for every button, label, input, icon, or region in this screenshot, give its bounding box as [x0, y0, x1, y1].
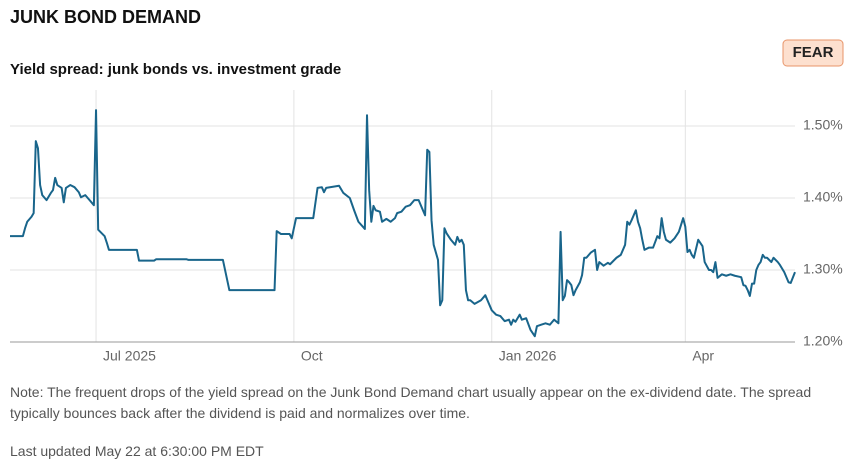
chart-title: JUNK BOND DEMAND — [10, 7, 201, 27]
note: Note: The frequent drops of the yield sp… — [10, 384, 812, 421]
chart: JUNK BOND DEMAND FEAR Yield spread: junk… — [10, 7, 844, 364]
y-tick-label: 1.20% — [803, 333, 843, 349]
chart-subtitle: Yield spread: junk bonds vs. investment … — [10, 61, 341, 78]
x-tick-label: Oct — [301, 348, 323, 364]
last-updated: Last updated May 22 at 6:30:00 PM EDT — [10, 443, 264, 459]
y-tick-label: 1.30% — [803, 261, 843, 277]
badge-box — [782, 39, 844, 67]
x-tick-label: Jul 2025 — [103, 348, 156, 364]
badge: FEAR — [793, 44, 834, 61]
y-tick-label: 1.40% — [803, 189, 843, 205]
line-series — [10, 109, 796, 338]
y-tick-label: 1.50% — [803, 117, 843, 133]
x-tick-label: Apr — [692, 348, 714, 364]
x-tick-label: Jan 2026 — [499, 348, 557, 364]
